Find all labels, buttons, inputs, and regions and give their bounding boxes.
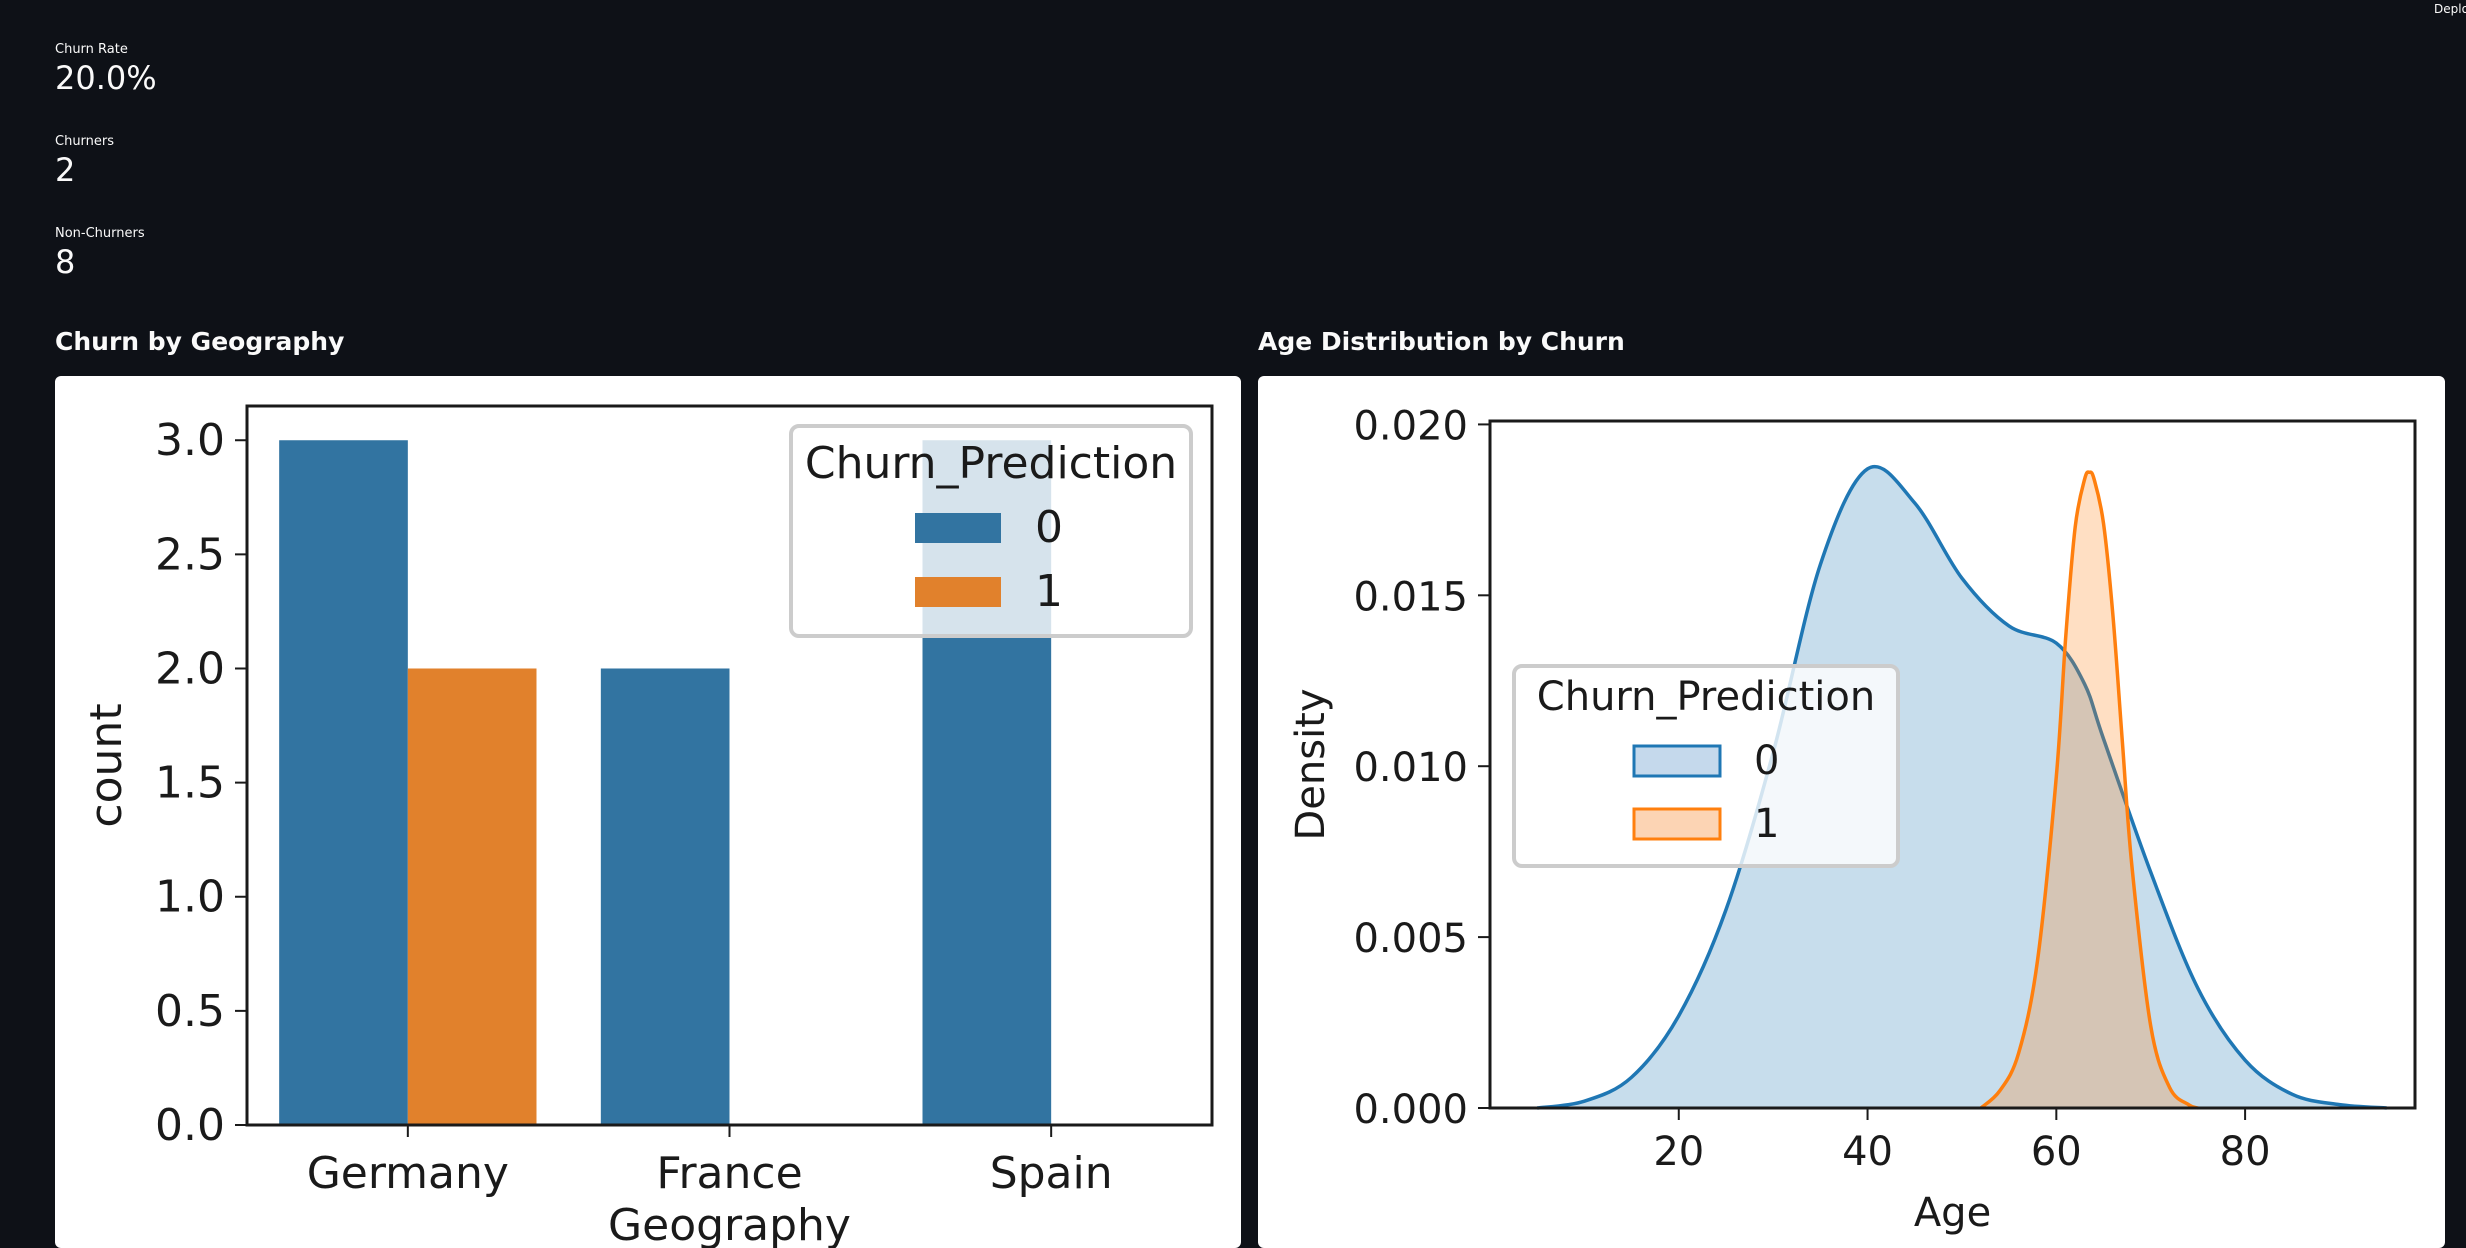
legend-swatch-0 xyxy=(1632,744,1722,778)
legend-label-0: 0 xyxy=(1035,502,1063,553)
x-tick-label: France xyxy=(656,1148,802,1199)
density-fill-0 xyxy=(1537,466,2387,1108)
x-tick-label: Spain xyxy=(990,1148,1113,1199)
density-line-1 xyxy=(1979,470,2199,1110)
metric-label: Non-Churners xyxy=(55,226,145,241)
geography-section-title: Churn by Geography xyxy=(55,327,345,356)
legend-swatch-1 xyxy=(915,577,1001,607)
y-tick-label: 3.0 xyxy=(155,415,225,466)
deploy-button[interactable]: Deplo xyxy=(2434,2,2466,16)
age-section-title: Age Distribution by Churn xyxy=(1258,327,1625,356)
y-tick-label: 2.0 xyxy=(155,643,225,694)
legend-label-1: 1 xyxy=(1754,801,1779,847)
density-fill-1 xyxy=(1980,472,2198,1108)
bar-germany-0 xyxy=(279,440,408,1125)
metric-label: Churn Rate xyxy=(55,42,128,57)
age-density-chart: 0.000 0.005 0.010 0.015 0.020 20 40 60 80 Density… xyxy=(1288,403,2417,1236)
metric-non-churners: Non-Churners 8 xyxy=(55,226,145,280)
y-tick-label: 0.005 xyxy=(1353,916,1468,962)
metric-churners: Churners 2 xyxy=(55,134,114,188)
x-axis-label: Geography xyxy=(608,1200,851,1248)
geography-bar-chart: 0.0 0.5 1.0 1.5 2.0 2.5 3.0 Germany France Spain c… xyxy=(81,404,1214,1248)
y-tick-label: 0.000 xyxy=(1353,1087,1468,1133)
legend-label-0: 0 xyxy=(1754,738,1779,784)
bar-france-0 xyxy=(600,668,730,1125)
y-axis-label: count xyxy=(81,703,132,827)
density-line-0 xyxy=(1536,464,2387,1110)
x-tick-label: 80 xyxy=(2220,1129,2271,1175)
geography-chart-card: 0.0 0.5 1.0 1.5 2.0 2.5 3.0 Germany France Spain c… xyxy=(55,376,1241,1248)
x-tick-label: 40 xyxy=(1842,1129,1893,1175)
y-tick-label: 0.010 xyxy=(1353,745,1468,791)
metric-value: 8 xyxy=(55,243,76,281)
plot-frame xyxy=(245,404,1214,1127)
metric-label: Churners xyxy=(55,134,115,149)
y-tick-label: 0.5 xyxy=(155,986,225,1037)
metric-value: 20.0% xyxy=(55,59,157,97)
metric-churn-rate: Churn Rate 20.0% xyxy=(55,42,157,96)
y-tick-label: 1.5 xyxy=(155,758,225,809)
y-tick-label: 0.015 xyxy=(1353,574,1468,620)
x-tick-label: Germany xyxy=(307,1148,509,1199)
age-chart-card: 0.000 0.005 0.010 0.015 0.020 20 40 60 80 Density… xyxy=(1258,376,2445,1248)
y-tick-label: 0.020 xyxy=(1353,403,1468,449)
legend-label-1: 1 xyxy=(1035,566,1063,617)
plot-frame xyxy=(1488,419,2417,1110)
legend-swatch-1 xyxy=(1632,807,1722,841)
x-axis-label: Age xyxy=(1914,1190,1991,1236)
bar-germany-1 xyxy=(407,668,537,1125)
y-tick-label: 0.0 xyxy=(155,1100,225,1151)
legend-title: Churn_Prediction xyxy=(1537,674,1875,720)
y-axis-label: Density xyxy=(1288,688,1334,840)
x-tick-label: 20 xyxy=(1653,1129,1704,1175)
metric-value: 2 xyxy=(55,151,76,189)
legend-title: Churn_Prediction xyxy=(805,438,1177,489)
y-tick-label: 2.5 xyxy=(155,529,225,580)
x-tick-label: 60 xyxy=(2031,1129,2082,1175)
legend-swatch-0 xyxy=(915,513,1001,543)
y-tick-label: 1.0 xyxy=(155,872,225,923)
